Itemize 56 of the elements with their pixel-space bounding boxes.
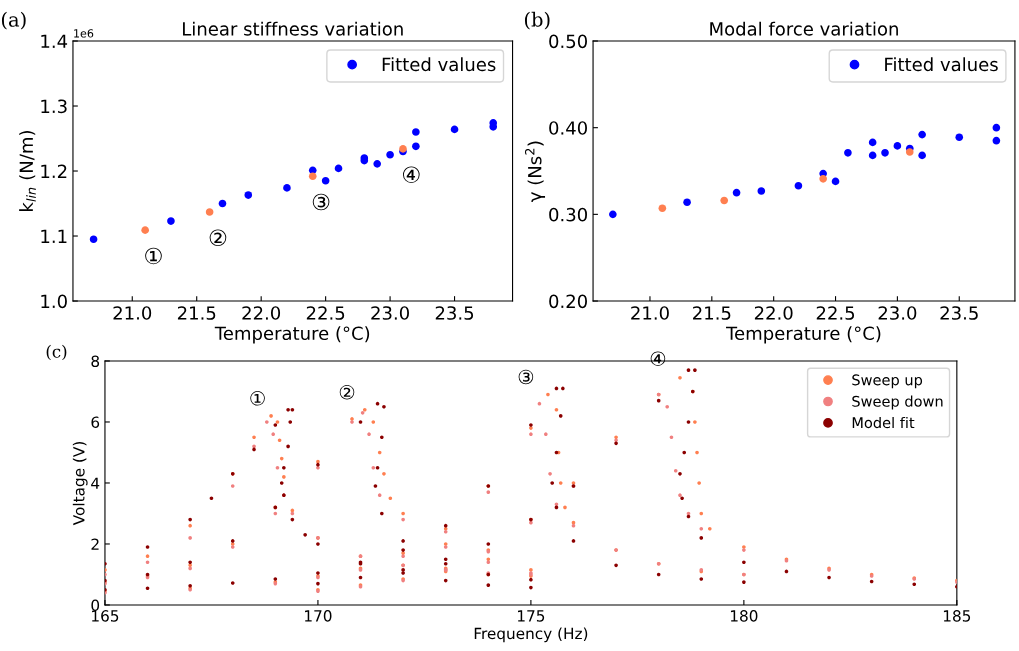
y-tick-label: 0.40 [549, 121, 587, 135]
annotation: ① [250, 391, 265, 406]
y-tick-label: 0.30 [549, 207, 587, 222]
annotation: ④ [650, 351, 666, 366]
y-tick-label: 0.20 [549, 294, 587, 309]
y-tick-label: 1.1 [41, 229, 67, 243]
y-tick-label: 1.0 [41, 294, 67, 309]
x-tick-label: 21.0 [113, 306, 152, 320]
x-tick-label: 23.5 [940, 306, 978, 320]
x-tick-label: 23.0 [371, 306, 409, 320]
x-axis-title: Temperature (°C) [214, 326, 370, 344]
legend-label: Model fit [852, 416, 915, 429]
y-axis-title: γ (Ns$^{2}$) [525, 141, 546, 202]
legend-label: Fitted values [382, 57, 496, 72]
legend-label: Sweep down [852, 395, 943, 410]
x-tick-label: 23.0 [878, 306, 917, 320]
annotation: ④ [403, 166, 420, 184]
annotation: ① [145, 247, 162, 265]
chart-title: Modal force variation [710, 21, 898, 36]
x-tick-label: 165 [92, 610, 119, 622]
annotation: ② [339, 384, 355, 400]
text: 1e6 [74, 29, 94, 38]
legend-label: Sweep up [852, 374, 923, 389]
y-tick-label: 0 [91, 599, 100, 611]
x-tick-label: 21.0 [631, 306, 669, 320]
x-tick-label: 23.5 [435, 306, 474, 320]
x-tick-label: 180 [730, 610, 758, 622]
annotation: ③ [312, 193, 330, 211]
y-tick-label: 6 [91, 416, 100, 428]
x-tick-label: 22.0 [242, 306, 281, 320]
y-tick-label: 8 [91, 355, 100, 367]
x-tick-label: 22.5 [306, 306, 345, 320]
y-tick-label: 1.2 [41, 164, 67, 178]
x-tick-label: 175 [518, 610, 545, 622]
y-tick-label: 0.50 [549, 34, 587, 49]
chart-title: Linear stiffness variation [183, 21, 403, 36]
x-tick-label: 22.5 [816, 306, 855, 320]
y-tick-label: 1.4 [41, 34, 68, 48]
text: (b) [524, 11, 550, 30]
x-tick-label: 21.5 [177, 306, 216, 320]
y-tick-label: 1.3 [41, 99, 67, 114]
y-tick-label: 4 [91, 477, 100, 489]
y-axis-title: k$_{lin}$ (N/m) [19, 131, 36, 211]
annotation: ② [209, 229, 227, 247]
annotation: ③ [518, 369, 534, 385]
y-axis-title: Voltage (V) [72, 442, 88, 526]
x-tick-label: 170 [305, 610, 332, 622]
x-tick-label: 185 [943, 610, 971, 622]
x-tick-label: 21.5 [693, 306, 731, 320]
y-tick-label: 2 [91, 538, 99, 550]
x-tick-label: 22.0 [754, 306, 793, 320]
text: (a) [1, 11, 26, 30]
text: (c) [46, 344, 67, 361]
x-axis-title: Temperature (°C) [726, 326, 881, 344]
x-axis-title: Frequency (Hz) [474, 627, 588, 643]
legend-label: Fitted values [885, 57, 998, 72]
